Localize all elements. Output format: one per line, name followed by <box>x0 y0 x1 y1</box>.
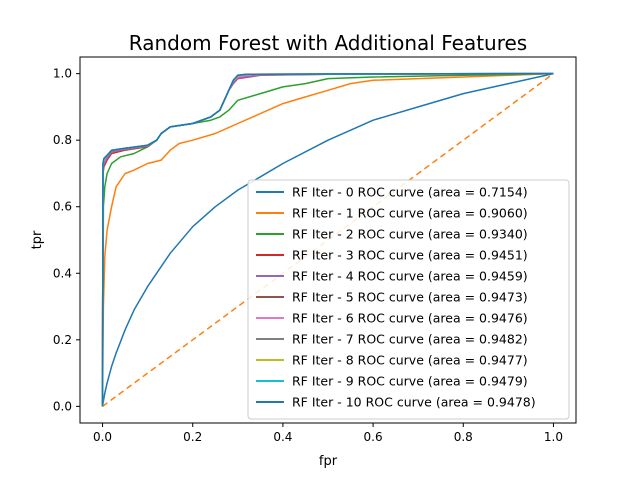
x-tick-label: 0.4 <box>273 430 292 444</box>
legend-label-0: RF Iter - 0 ROC curve (area = 0.7154) <box>292 185 528 200</box>
axes-frame <box>79 56 577 424</box>
y-tick-label: 1.0 <box>53 67 72 81</box>
x-tick-label: 0.0 <box>93 430 112 444</box>
x-tick-label: 0.8 <box>454 430 473 444</box>
legend-label-4: RF Iter - 4 ROC curve (area = 0.9459) <box>292 269 528 284</box>
legend-label-3: RF Iter - 3 ROC curve (area = 0.9451) <box>292 248 528 263</box>
x-axis-label: fpr <box>319 454 338 469</box>
chart-title: Random Forest with Additional Features <box>129 31 527 55</box>
y-tick-label: 0.8 <box>53 133 72 147</box>
y-tick-label: 0.0 <box>53 399 72 413</box>
y-tick-label: 0.4 <box>53 266 72 280</box>
legend-label-2: RF Iter - 2 ROC curve (area = 0.9340) <box>292 227 528 242</box>
x-tick-label: 1.0 <box>544 430 563 444</box>
legend-label-10: RF Iter - 10 ROC curve (area = 0.9478) <box>292 395 536 410</box>
y-axis-label: tpr <box>30 230 45 249</box>
y-axis-ticks: 0.0 0.2 0.4 0.6 0.8 1.0 <box>53 67 80 413</box>
series-line-1 <box>101 72 554 407</box>
series-line-0 <box>101 72 554 407</box>
legend-label-7: RF Iter - 7 ROC curve (area = 0.9482) <box>292 332 528 347</box>
x-axis-ticks: 0.0 0.2 0.4 0.6 0.8 1.0 <box>93 423 563 444</box>
x-tick-label: 0.2 <box>183 430 202 444</box>
legend: RF Iter - 0 ROC curve (area = 0.7154) RF … <box>247 179 570 420</box>
y-tick-label: 0.6 <box>53 200 72 214</box>
series-line-10 <box>101 72 554 407</box>
legend-label-6: RF Iter - 6 ROC curve (area = 0.9476) <box>292 311 528 326</box>
y-tick-label: 0.2 <box>53 333 72 347</box>
legend-box <box>247 179 570 420</box>
legend-label-9: RF Iter - 9 ROC curve (area = 0.9479) <box>292 374 528 389</box>
legend-label-1: RF Iter - 1 ROC curve (area = 0.9060) <box>292 206 528 221</box>
legend-label-5: RF Iter - 5 ROC curve (area = 0.9473) <box>292 290 528 305</box>
plot-lines <box>101 72 554 407</box>
x-tick-label: 0.6 <box>364 430 383 444</box>
legend-label-8: RF Iter - 8 ROC curve (area = 0.9477) <box>292 353 528 368</box>
